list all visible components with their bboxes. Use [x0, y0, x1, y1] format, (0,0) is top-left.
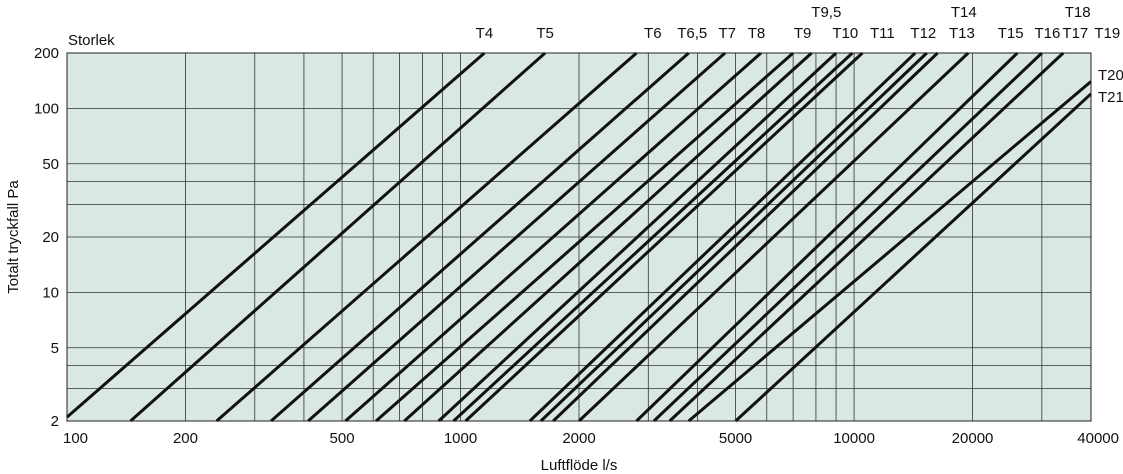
series-line-t18: [652, 51, 1043, 423]
size-label: T16: [1035, 25, 1061, 42]
y-tick-label: 100: [34, 100, 59, 117]
size-label: T21: [1098, 89, 1123, 106]
x-tick-label: 5000: [719, 430, 752, 447]
size-label: T13: [949, 25, 975, 42]
size-labels: T4 T5 T6 T6,5 T7 T8 T9 T9,5 T10 T11 T12 T13 T14 T15 T1…: [476, 4, 1123, 106]
series-lines: [66, 51, 1093, 423]
legend-title: Storlek: [68, 32, 115, 49]
size-label: T9: [794, 25, 812, 42]
y-axis-label: Totalt tryckfall Pa: [5, 180, 22, 294]
plot-frame: [66, 52, 1092, 422]
series-line-t20: [687, 80, 1092, 423]
size-label: T4: [476, 25, 494, 42]
y-axis-ticks: 2 5 10 20 50 100 200: [34, 45, 59, 430]
size-label: T6: [644, 25, 662, 42]
x-tick-label: 2000: [562, 430, 595, 447]
series-line-t16: [577, 51, 970, 423]
size-label: T5: [536, 25, 554, 42]
series-line-t15: [552, 51, 939, 423]
series-line-t17: [635, 51, 1019, 423]
size-label: T12: [910, 25, 936, 42]
y-tick-label: 10: [42, 284, 59, 301]
x-tick-label: 20000: [952, 430, 994, 447]
x-tick-label: 1000: [444, 430, 477, 447]
series-line-t7: [307, 51, 727, 423]
x-tick-label: 200: [173, 430, 198, 447]
series-line-t6: [215, 51, 638, 423]
y-tick-label: 20: [42, 229, 59, 246]
x-axis-label: Luftflöde l/s: [541, 457, 618, 474]
series-line-t10: [437, 51, 838, 423]
x-axis-ticks: 100 200 500 1000 2000 5000 10000 20000 40000: [63, 430, 1119, 447]
x-tick-label: 100: [63, 430, 88, 447]
size-label: T10: [832, 25, 858, 42]
size-label: T7: [718, 25, 736, 42]
series-line-t13: [528, 51, 917, 423]
x-tick-label: 40000: [1077, 430, 1119, 447]
y-tick-label: 5: [51, 340, 59, 357]
size-label: T9,5: [811, 4, 841, 21]
size-label: T6,5: [677, 25, 707, 42]
y-tick-label: 2: [51, 413, 59, 430]
size-label: T8: [748, 25, 766, 42]
series-line-t21: [734, 92, 1093, 423]
x-tick-label: 500: [330, 430, 355, 447]
series-line-t11: [452, 51, 854, 423]
series-line-t4: [66, 51, 486, 419]
series-line-t8: [344, 51, 762, 423]
series-line-t9-5: [403, 51, 813, 423]
size-label: T11: [870, 25, 895, 42]
size-label: T14: [951, 4, 977, 21]
series-line-t12: [464, 51, 864, 423]
series-line-t14: [539, 51, 928, 423]
size-label: T20: [1098, 67, 1123, 84]
series-line-t9: [375, 51, 795, 423]
series-line-t6-5: [270, 51, 690, 423]
series-line-t5: [129, 51, 547, 423]
series-line-t19: [668, 51, 1065, 423]
y-tick-label: 200: [34, 45, 59, 62]
size-label: T17: [1062, 25, 1088, 42]
size-label: T18: [1065, 4, 1091, 21]
size-label: T19: [1094, 25, 1120, 42]
x-tick-label: 10000: [833, 430, 875, 447]
size-label: T15: [998, 25, 1024, 42]
y-tick-label: 50: [42, 156, 59, 173]
